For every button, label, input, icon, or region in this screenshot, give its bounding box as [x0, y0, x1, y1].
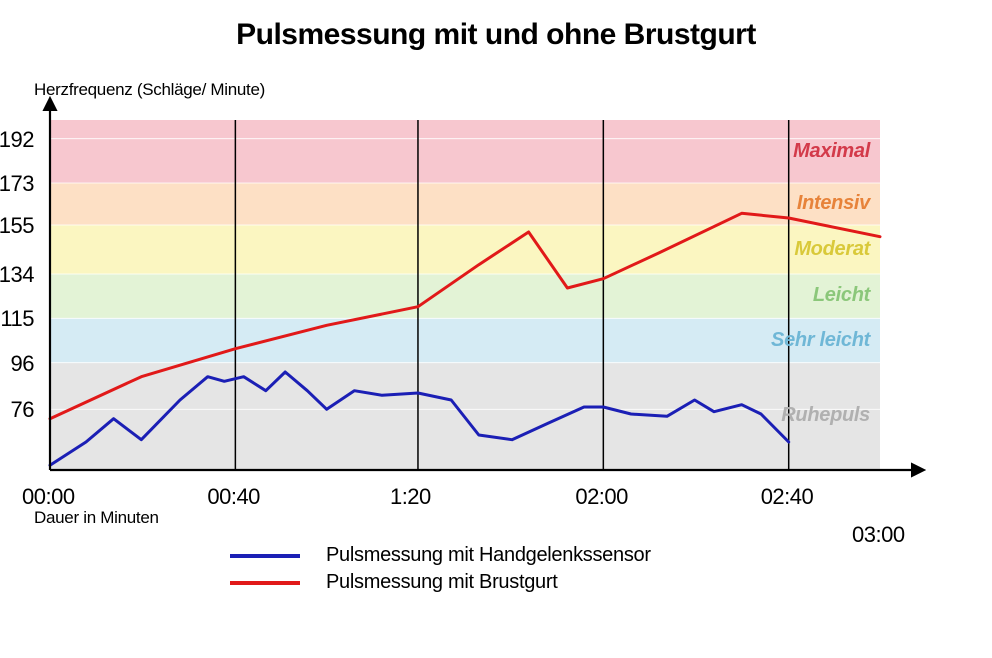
y-tick: 76: [0, 397, 34, 423]
y-tick: 96: [0, 351, 34, 377]
legend: Pulsmessung mit Handgelenkssensor Pulsmes…: [230, 544, 651, 598]
chart-container: Pulsmessung mit und ohne Brustgurt Herzf…: [0, 0, 992, 658]
legend-label: Pulsmessung mit Brustgurt: [326, 571, 557, 594]
x-tick: 00:00: [22, 484, 75, 510]
y-tick: 192: [0, 127, 34, 153]
y-tick: 115: [0, 306, 34, 332]
y-tick: 155: [0, 213, 34, 239]
x-tick: 03:00: [852, 522, 905, 548]
legend-label: Pulsmessung mit Handgelenkssensor: [326, 544, 651, 567]
x-tick: 00:40: [207, 484, 260, 510]
legend-item: Pulsmessung mit Handgelenkssensor: [230, 544, 651, 567]
zone-label: Sehr leicht: [771, 329, 870, 352]
y-tick: 134: [0, 262, 34, 288]
legend-swatch: [230, 581, 300, 585]
zone-label: Leicht: [813, 284, 870, 307]
legend-swatch: [230, 554, 300, 558]
x-tick: 02:40: [761, 484, 814, 510]
zone-label: Maximal: [793, 140, 870, 163]
legend-item: Pulsmessung mit Brustgurt: [230, 571, 651, 594]
y-tick: 173: [0, 171, 34, 197]
x-tick: 02:00: [575, 484, 628, 510]
x-tick: 1:20: [390, 484, 431, 510]
zone-label: Intensiv: [797, 192, 870, 215]
zone-label: Moderat: [794, 238, 870, 261]
x-axis-label: Dauer in Minuten: [34, 508, 159, 528]
zone-label: Ruhepuls: [781, 404, 870, 427]
